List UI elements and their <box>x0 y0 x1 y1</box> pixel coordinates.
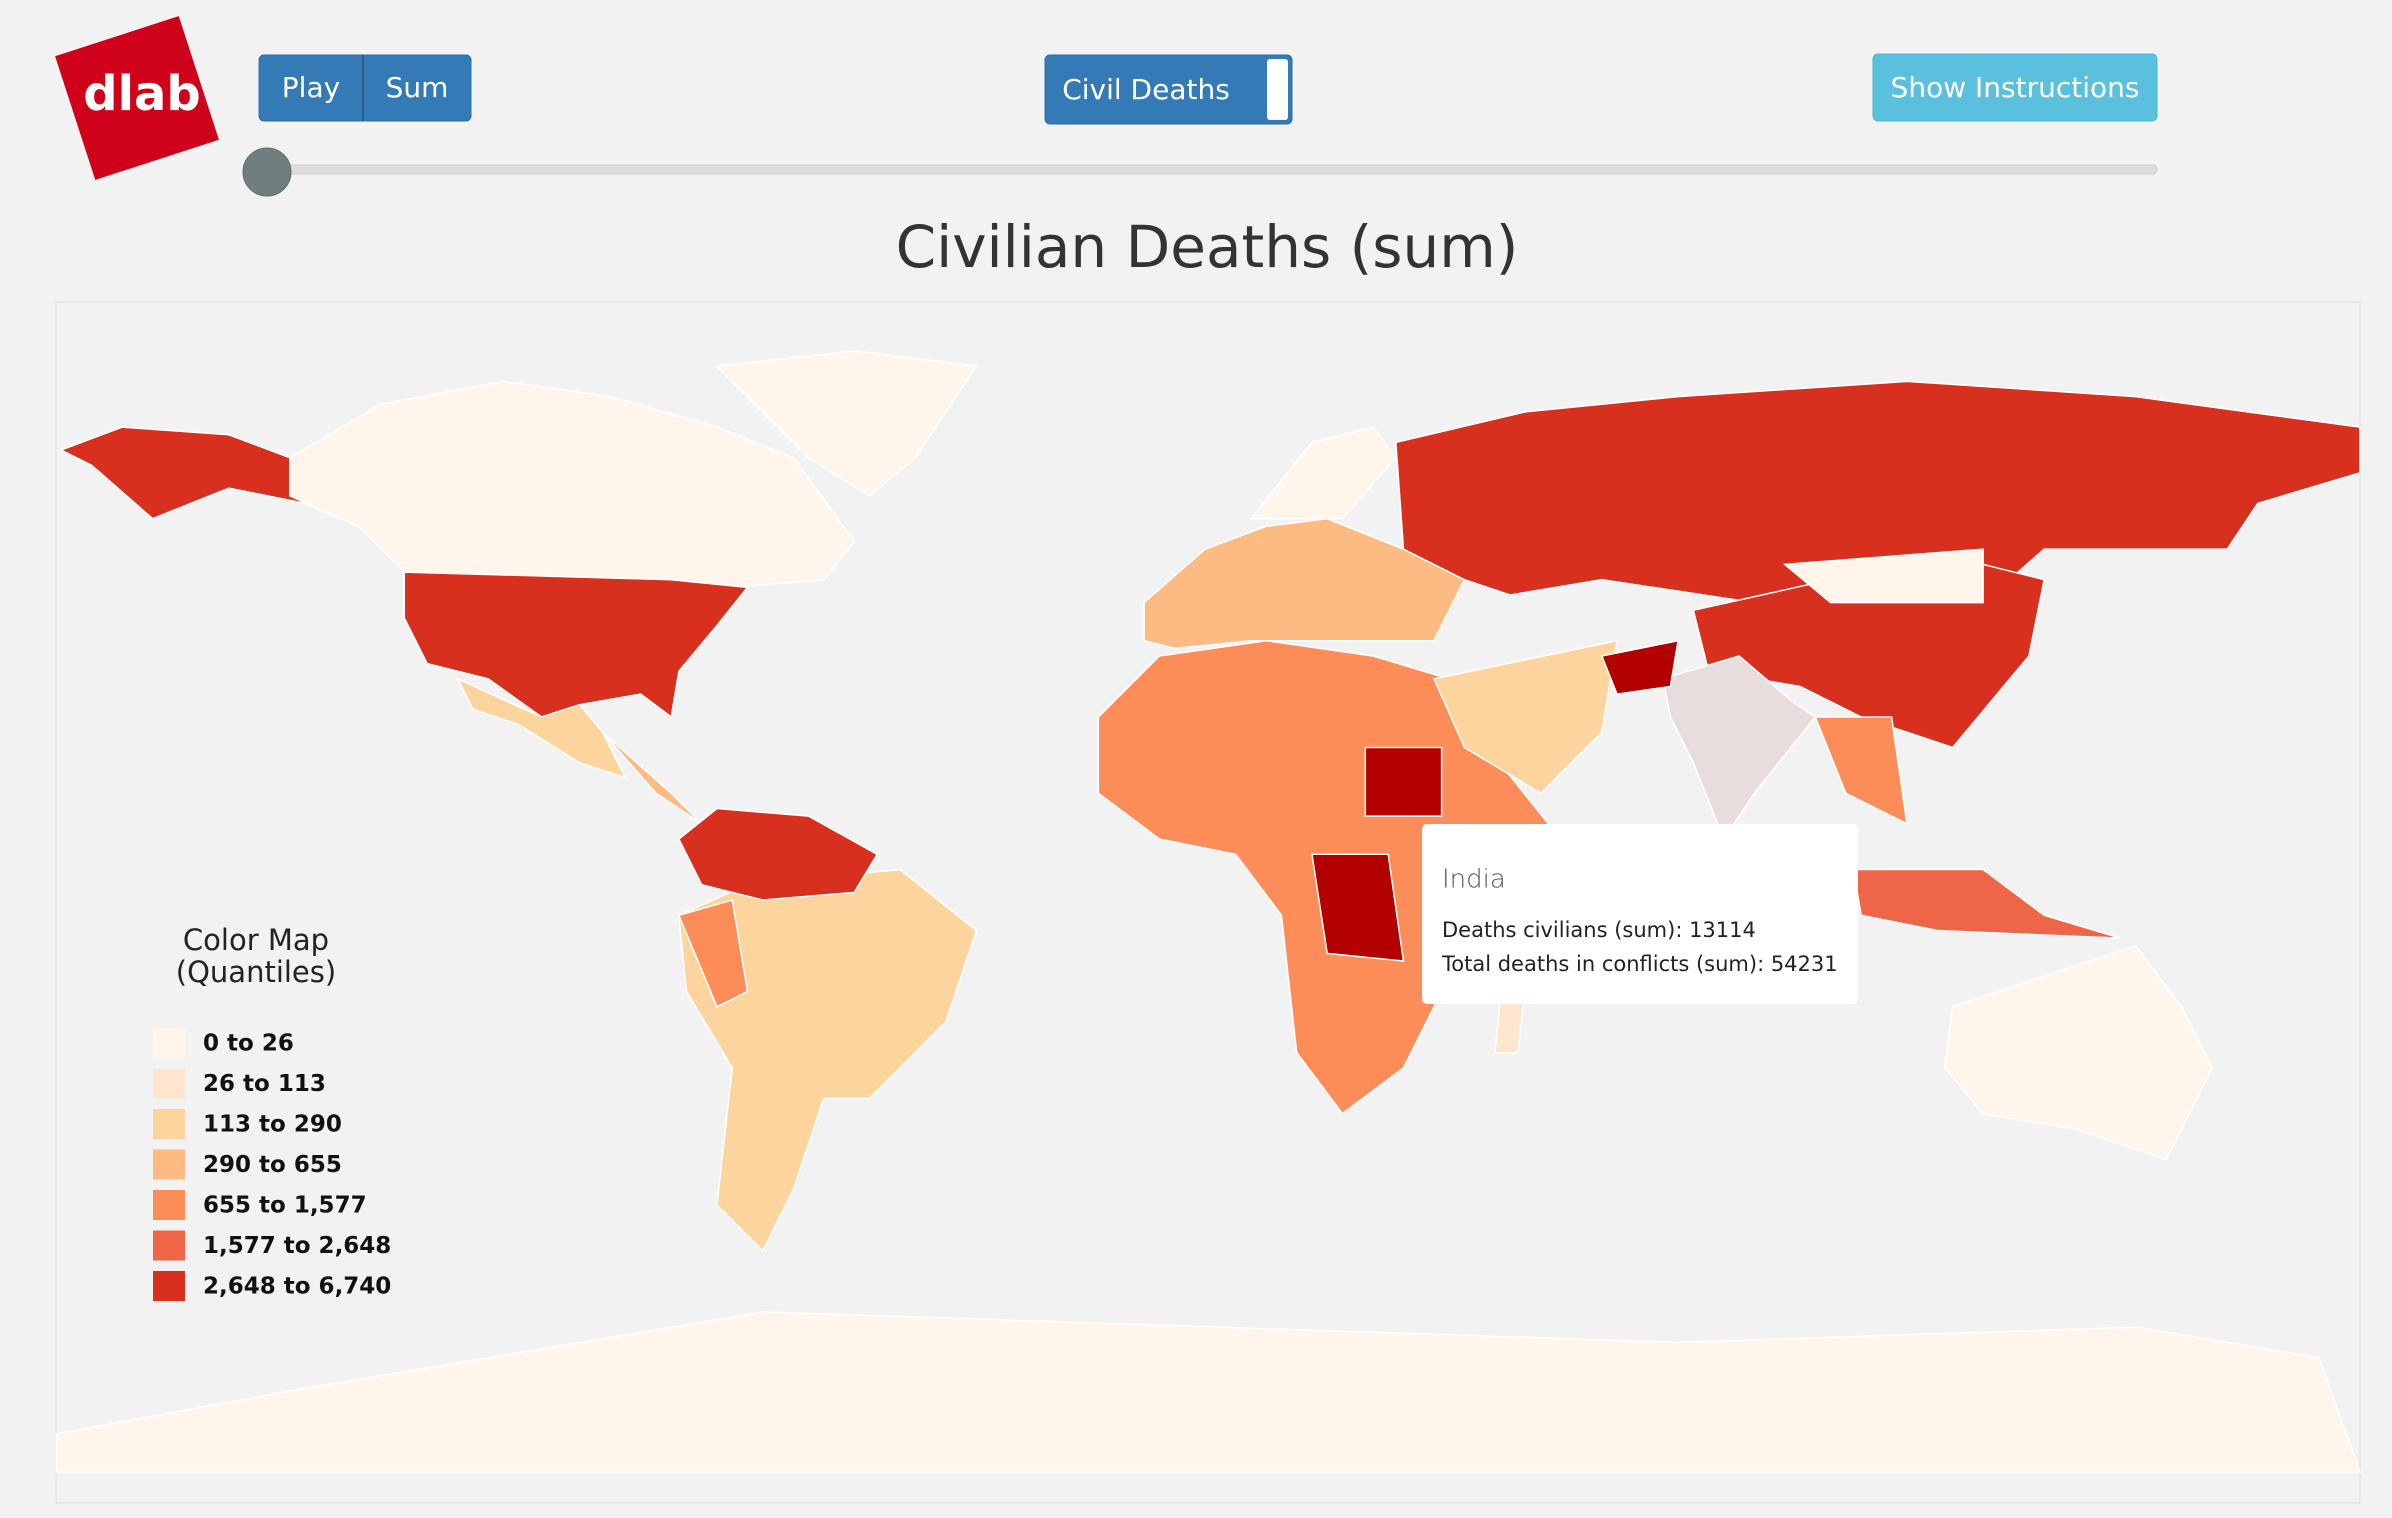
greenland[interactable] <box>715 350 978 497</box>
legend-title: Color Map <box>183 923 329 957</box>
mongolia[interactable] <box>1782 548 1984 604</box>
peru[interactable] <box>677 899 749 1008</box>
legend-label: 655 to 1,577 <box>203 1193 367 1219</box>
instructions-label[interactable]: Show Instructions <box>1891 71 2140 104</box>
southeast-asia[interactable] <box>1814 716 1908 826</box>
middle-east[interactable] <box>1432 639 1618 795</box>
tooltip-title: India <box>1442 865 1506 895</box>
sum-button[interactable]: Sum <box>386 71 449 104</box>
indonesia[interactable] <box>1852 868 2121 939</box>
legend-label: 26 to 113 <box>203 1071 326 1097</box>
sudan[interactable] <box>1364 746 1443 817</box>
usa[interactable] <box>403 571 749 719</box>
colombia[interactable] <box>677 807 879 901</box>
india[interactable] <box>1661 655 1817 841</box>
legend-swatch <box>153 1109 185 1139</box>
play-button[interactable]: Play <box>282 71 340 104</box>
legend-swatch <box>153 1068 185 1099</box>
drc[interactable] <box>1311 853 1405 962</box>
legend: 0 to 26 26 to 113 113 to 290 290 to 655 655 … <box>153 1028 391 1301</box>
slider-knob[interactable] <box>242 147 292 197</box>
legend-label: 1,577 to 2,648 <box>203 1233 391 1259</box>
legend-subtitle: (Quantiles) <box>176 955 336 989</box>
australia[interactable] <box>1944 944 2213 1161</box>
legend-label: 0 to 26 <box>203 1031 294 1057</box>
button-group <box>258 54 472 122</box>
slider-track[interactable] <box>243 164 2158 175</box>
brazil[interactable] <box>678 868 978 1253</box>
instructions-button[interactable] <box>1872 53 2158 122</box>
europe[interactable] <box>1143 517 1466 650</box>
scandinavia[interactable] <box>1249 426 1397 520</box>
tooltip-line: Deaths civilians (sum): 13114 <box>1442 918 1756 942</box>
legend-label: 113 to 290 <box>203 1112 342 1138</box>
map-title: Civilian Deaths (sum) <box>896 213 1519 281</box>
logo-box <box>55 16 219 180</box>
legend-label: 290 to 655 <box>203 1152 342 1178</box>
toggle-handle[interactable] <box>1267 59 1288 120</box>
toggle-label[interactable]: Civil Deaths <box>1062 73 1230 106</box>
canada[interactable] <box>289 380 856 589</box>
tooltip: India Deaths civilians (sum): 13114 Tota… <box>1422 824 1858 1004</box>
map <box>55 350 2362 1473</box>
tooltip-line: Total deaths in conflicts (sum): 54231 <box>1441 952 1838 976</box>
tooltip-box <box>1422 824 1858 1004</box>
legend-swatch <box>153 1028 185 1058</box>
logo[interactable]: dlab <box>55 16 219 180</box>
afghanistan[interactable] <box>1600 639 1679 695</box>
toggle[interactable] <box>1044 54 1293 125</box>
legend-swatch <box>153 1271 185 1301</box>
mexico[interactable] <box>456 677 627 780</box>
legend-swatch <box>153 1230 185 1261</box>
antarctica[interactable] <box>55 1311 2362 1473</box>
russia[interactable] <box>1395 380 2361 604</box>
legend-swatch <box>153 1149 185 1180</box>
legend-swatch <box>153 1190 185 1220</box>
logo-text: dlab <box>83 66 201 122</box>
legend-label: 2,648 to 6,740 <box>203 1274 391 1300</box>
